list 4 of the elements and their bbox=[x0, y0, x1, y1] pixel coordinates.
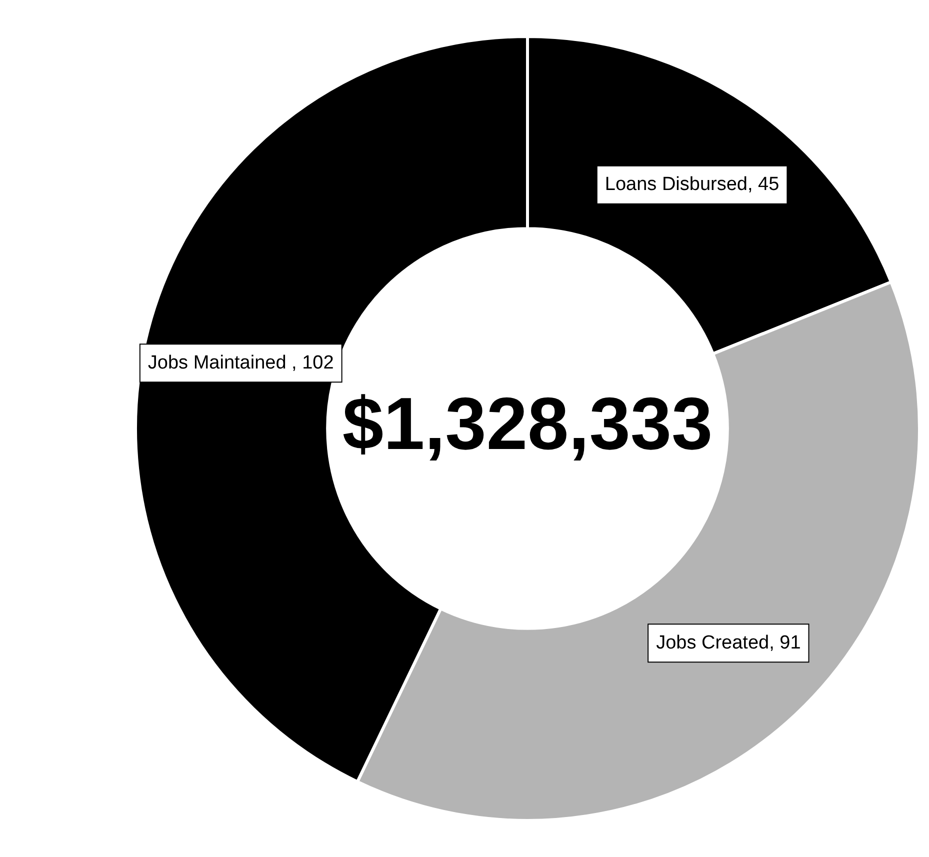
slice-label: Jobs Created, 91 bbox=[656, 632, 801, 654]
slice-label: Loans Disbursed, 45 bbox=[604, 174, 780, 196]
slice-label: Jobs Maintained , 102 bbox=[148, 352, 334, 374]
text: $1,328,333 bbox=[342, 382, 713, 465]
